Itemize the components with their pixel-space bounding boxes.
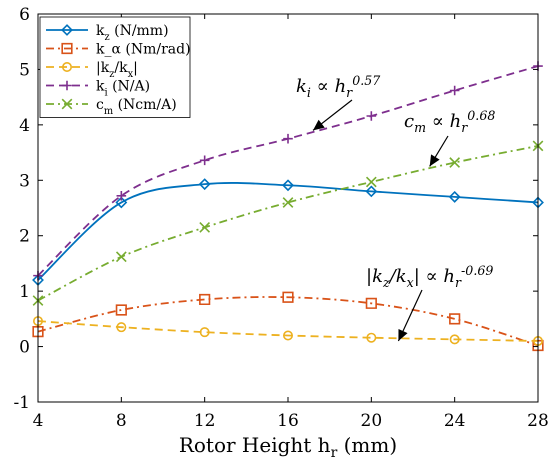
- data-point: [448, 190, 461, 203]
- legend-item-4: ki (N/A): [46, 79, 150, 99]
- annotation-arrowhead: [429, 154, 440, 167]
- legend-label: kz (N/mm): [96, 23, 169, 43]
- data-point: [199, 222, 211, 233]
- x-tick-label: 28: [527, 411, 549, 431]
- y-tick-label: 0: [19, 338, 30, 358]
- data-point: [115, 251, 127, 263]
- series-5: [32, 140, 544, 306]
- annotation-text: cm ∝ hr0.68​: [404, 108, 495, 135]
- data-point: [32, 326, 44, 338]
- series-2: [32, 291, 544, 352]
- plot-area: [32, 61, 544, 352]
- annotation-arrowhead: [313, 119, 325, 131]
- x-axis-label: Rotor Height hr (mm): [179, 433, 397, 461]
- data-point: [449, 334, 460, 345]
- legend-item-5: cm (Ncm/A): [46, 97, 177, 117]
- data-point: [199, 155, 210, 166]
- annotation-3: |kz/kx| ∝ hr-0.69​: [366, 263, 493, 342]
- data-point: [366, 332, 377, 343]
- data-point: [116, 322, 127, 333]
- x-tick-label: 24: [444, 411, 466, 431]
- legend-marker: [61, 61, 72, 72]
- annotation-1: ki ∝ hr0.57​: [296, 73, 380, 131]
- data-point: [365, 176, 377, 188]
- y-tick-label: -1: [13, 393, 30, 413]
- data-point: [115, 196, 128, 209]
- data-point: [116, 191, 127, 201]
- annotations: ki ∝ hr0.57​ cm ∝ hr0.68​ |kz/kx| ∝ hr-0.6…: [296, 73, 495, 342]
- data-point: [282, 330, 293, 341]
- data-point: [366, 111, 377, 121]
- annotation-2: cm ∝ hr0.68​: [404, 108, 495, 167]
- data-point: [282, 291, 294, 303]
- series-line: [37, 182, 539, 281]
- legend-marker: [61, 98, 73, 110]
- legend-item-3: |kz/kx|: [46, 60, 138, 80]
- legend-marker: [62, 80, 72, 91]
- annotation-arrowhead: [398, 328, 408, 342]
- legend-item-1: kz (N/mm): [46, 23, 169, 43]
- data-point: [282, 179, 294, 192]
- data-point: [365, 185, 378, 198]
- legend-label: ki (N/A): [96, 79, 150, 99]
- legend-label: k_α (Nm/rad): [96, 42, 191, 58]
- legend-label: cm (Ncm/A): [96, 97, 177, 117]
- data-point: [449, 85, 460, 96]
- x-tick-label: 12: [194, 411, 216, 431]
- data-point: [282, 197, 294, 208]
- data-point: [449, 157, 461, 168]
- x-tick-label: 16: [277, 411, 299, 431]
- data-point: [115, 304, 127, 316]
- data-point: [199, 293, 211, 306]
- y-tick-label: 5: [19, 60, 30, 80]
- legend-marker: [61, 24, 73, 36]
- data-point: [449, 313, 461, 325]
- data-point: [199, 327, 210, 338]
- legend-label: |kz/kx|: [96, 60, 138, 80]
- y-tick-label: 1: [19, 282, 30, 302]
- data-point: [365, 297, 377, 309]
- x-tick-label: 8: [116, 411, 127, 431]
- series-line: [37, 320, 539, 342]
- annotation-text: |kz/kx| ∝ hr-0.69​: [366, 263, 493, 290]
- legend-marker: [61, 42, 73, 55]
- y-tick-label: 6: [19, 5, 30, 25]
- y-tick-label: 3: [19, 171, 30, 191]
- data-point: [283, 133, 293, 144]
- data-point: [198, 178, 211, 191]
- x-tick-label: 4: [33, 411, 44, 431]
- series-1: [32, 178, 544, 286]
- series-line: [37, 296, 539, 347]
- legend-item-2: k_α (Nm/rad): [46, 42, 191, 58]
- legend: kz (N/mm)k_α (Nm/rad) |kz/kx|ki (N/A)cm (…: [39, 16, 191, 118]
- y-tick-label: 2: [19, 227, 30, 247]
- y-tick-label: 4: [19, 116, 30, 136]
- annotation-text: ki ∝ hr0.57​: [296, 73, 380, 100]
- x-tick-label: 20: [361, 411, 383, 431]
